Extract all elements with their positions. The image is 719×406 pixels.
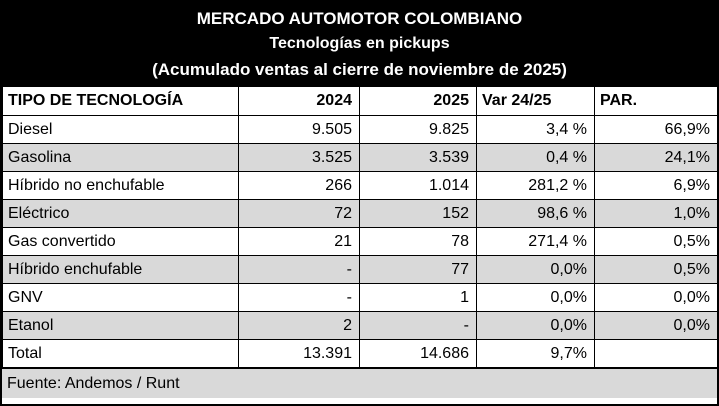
cell-2024: 2 <box>238 311 360 340</box>
cell-par: 0,0% <box>594 311 717 340</box>
cell-2025: 152 <box>359 199 477 228</box>
cell-tipo: Total <box>2 339 239 368</box>
cell-var: 0,0% <box>476 255 595 284</box>
cell-var: 0,0% <box>476 283 595 312</box>
cell-tipo: GNV <box>2 283 239 312</box>
cell-2024: - <box>238 255 360 284</box>
table-row: Gasolina 3.525 3.539 0,4 % 24,1% <box>2 143 717 172</box>
col-header-var: Var 24/25 <box>476 86 595 116</box>
col-header-par: PAR. <box>594 86 717 116</box>
cell-par: 6,9% <box>594 171 717 200</box>
cell-tipo: Diesel <box>2 115 239 144</box>
col-header-2024: 2024 <box>238 86 360 116</box>
cell-2025: 77 <box>359 255 477 284</box>
cell-tipo: Gasolina <box>2 143 239 172</box>
title-block: MERCADO AUTOMOTOR COLOMBIANO Tecnologías… <box>2 2 717 86</box>
cell-2024: 3.525 <box>238 143 360 172</box>
cell-tipo: Eléctrico <box>2 199 239 228</box>
table-row-total: Total 13.391 14.686 9,7% <box>2 339 717 368</box>
page-subtitle: Tecnologías en pickups <box>269 35 450 52</box>
col-header-2025: 2025 <box>359 86 477 116</box>
table-row: Híbrido enchufable - 77 0,0% 0,5% <box>2 255 717 284</box>
table-row: Etanol 2 - 0,0% 0,0% <box>2 311 717 340</box>
cell-2025: 78 <box>359 227 477 256</box>
cell-2024: - <box>238 283 360 312</box>
table-row: Híbrido no enchufable 266 1.014 281,2 % … <box>2 171 717 200</box>
cell-par: 0,0% <box>594 283 717 312</box>
cell-var: 98,6 % <box>476 199 595 228</box>
cell-par: 0,5% <box>594 255 717 284</box>
cell-2025: 14.686 <box>359 339 477 368</box>
cell-var: 9,7% <box>476 339 595 368</box>
cell-par: 66,9% <box>594 115 717 144</box>
page-subtitle-period: (Acumulado ventas al cierre de noviembre… <box>152 59 567 79</box>
cell-var: 0,4 % <box>476 143 595 172</box>
data-table: TIPO DE TECNOLOGÍA 2024 2025 Var 24/25 P… <box>2 86 717 368</box>
table-row: Eléctrico 72 152 98,6 % 1,0% <box>2 199 717 228</box>
cell-tipo: Híbrido enchufable <box>2 255 239 284</box>
cell-var: 281,2 % <box>476 171 595 200</box>
col-header-tipo: TIPO DE TECNOLOGÍA <box>2 86 239 116</box>
cell-var: 3,4 % <box>476 115 595 144</box>
cell-par <box>594 339 717 368</box>
cell-var: 271,4 % <box>476 227 595 256</box>
cell-tipo: Etanol <box>2 311 239 340</box>
cell-2024: 72 <box>238 199 360 228</box>
cell-2025: 1 <box>359 283 477 312</box>
cell-2025: 3.539 <box>359 143 477 172</box>
cell-tipo: Híbrido no enchufable <box>2 171 239 200</box>
cell-2024: 13.391 <box>238 339 360 368</box>
cell-2025: 1.014 <box>359 171 477 200</box>
table-header-row: TIPO DE TECNOLOGÍA 2024 2025 Var 24/25 P… <box>2 86 717 116</box>
cell-2024: 266 <box>238 171 360 200</box>
cell-par: 1,0% <box>594 199 717 228</box>
table-row: Gas convertido 21 78 271,4 % 0,5% <box>2 227 717 256</box>
cell-2024: 21 <box>238 227 360 256</box>
cell-2025: 9.825 <box>359 115 477 144</box>
cell-var: 0,0% <box>476 311 595 340</box>
table-row: Diesel 9.505 9.825 3,4 % 66,9% <box>2 115 717 144</box>
cell-tipo: Gas convertido <box>2 227 239 256</box>
cell-par: 24,1% <box>594 143 717 172</box>
table-row: GNV - 1 0,0% 0,0% <box>2 283 717 312</box>
cell-2025: - <box>359 311 477 340</box>
cell-par: 0,5% <box>594 227 717 256</box>
source-note: Fuente: Andemos / Runt <box>2 368 717 398</box>
cell-2024: 9.505 <box>238 115 360 144</box>
page-title: MERCADO AUTOMOTOR COLOMBIANO <box>196 8 523 28</box>
